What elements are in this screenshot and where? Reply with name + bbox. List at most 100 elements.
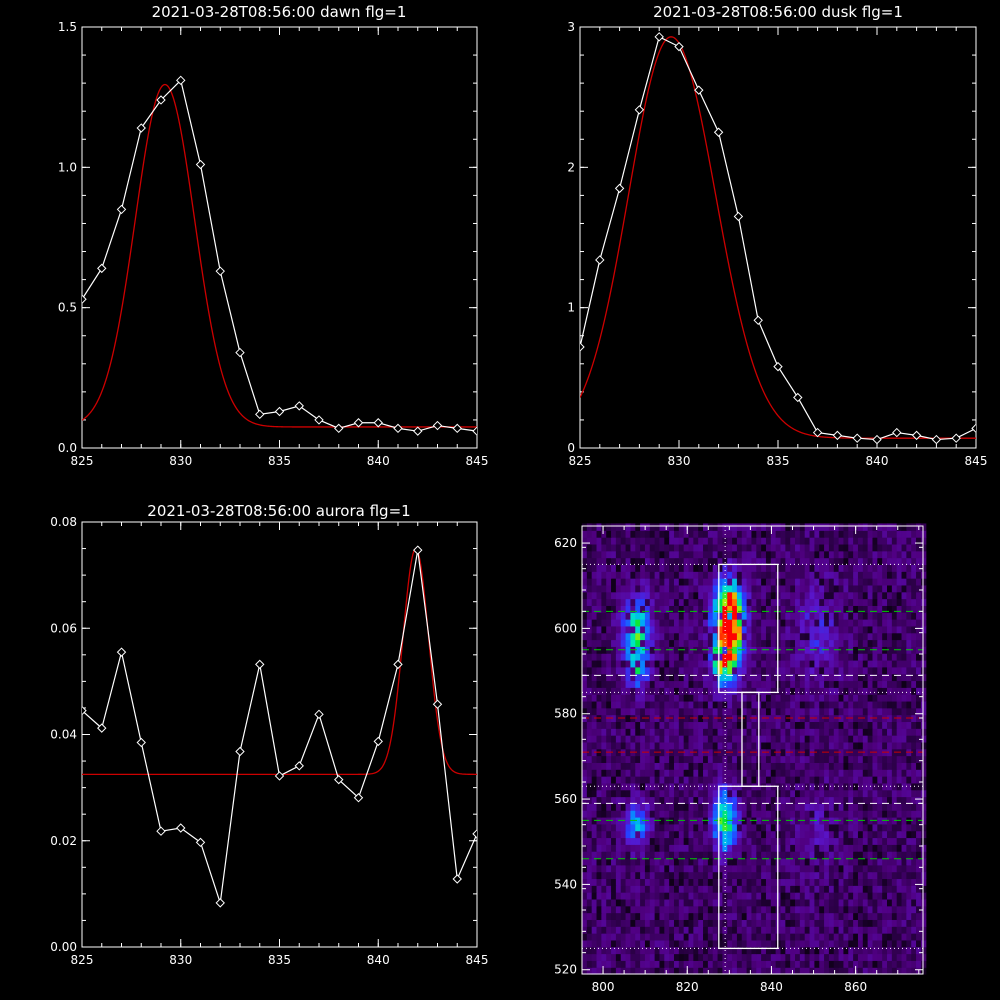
- heatmap-cell: [703, 885, 708, 892]
- heatmap-cell: [592, 926, 597, 933]
- heatmap-cell: [872, 599, 877, 606]
- heatmap-cell: [722, 585, 727, 592]
- heatmap-cell: [839, 762, 844, 769]
- heatmap-cell: [872, 926, 877, 933]
- heatmap-cell: [674, 899, 679, 906]
- heatmap-cell: [853, 735, 858, 742]
- heatmap-cell: [713, 906, 718, 913]
- heatmap-cell: [708, 551, 713, 558]
- heatmap-cell: [756, 865, 761, 872]
- heatmap-cell: [761, 906, 766, 913]
- heatmap-cell: [824, 728, 829, 735]
- heatmap-cell: [756, 619, 761, 626]
- heatmap-cell: [781, 831, 786, 838]
- heatmap-cell: [756, 933, 761, 940]
- heatmap-cell: [829, 708, 834, 715]
- heatmap-cell: [684, 735, 689, 742]
- heatmap-cell: [703, 571, 708, 578]
- heatmap-cell: [781, 646, 786, 653]
- heatmap-cell: [916, 851, 921, 858]
- heatmap-cell: [713, 783, 718, 790]
- heatmap-cell: [621, 783, 626, 790]
- heatmap-cell: [785, 674, 790, 681]
- heatmap-cell: [664, 810, 669, 817]
- heatmap-cell: [829, 585, 834, 592]
- heatmap-cell: [751, 639, 756, 646]
- heatmap-cell: [587, 633, 592, 640]
- heatmap-cell: [761, 680, 766, 687]
- heatmap-cell: [655, 776, 660, 783]
- heatmap-cell: [805, 810, 810, 817]
- heatmap-cell: [785, 592, 790, 599]
- heatmap-cell: [703, 728, 708, 735]
- heatmap-cell: [853, 544, 858, 551]
- heatmap-cell: [766, 551, 771, 558]
- heatmap-cell: [795, 851, 800, 858]
- heatmap-cell: [843, 721, 848, 728]
- heatmap-cell: [858, 865, 863, 872]
- heatmap-cell: [751, 913, 756, 920]
- heatmap-cell: [761, 578, 766, 585]
- heatmap-cell: [751, 776, 756, 783]
- heatmap-cell: [776, 530, 781, 537]
- heatmap-cell: [679, 960, 684, 967]
- heatmap-cell: [669, 933, 674, 940]
- heatmap-cell: [626, 926, 631, 933]
- heatmap-cell: [887, 844, 892, 851]
- heatmap-cell: [795, 674, 800, 681]
- heatmap-cell: [800, 674, 805, 681]
- heatmap-cell: [819, 954, 824, 961]
- heatmap-cell: [655, 837, 660, 844]
- heatmap-cell: [635, 769, 640, 776]
- heatmap-cell: [664, 837, 669, 844]
- heatmap-cell: [902, 790, 907, 797]
- heatmap-cell: [800, 558, 805, 565]
- heatmap-cell: [897, 762, 902, 769]
- heatmap-cell: [713, 837, 718, 844]
- heatmap-cell: [727, 906, 732, 913]
- heatmap-cell: [703, 721, 708, 728]
- heatmap-cell: [853, 803, 858, 810]
- heatmap-cell: [892, 831, 897, 838]
- heatmap-cell: [756, 585, 761, 592]
- heatmap-cell: [814, 947, 819, 954]
- heatmap-cell: [635, 544, 640, 551]
- heatmap-cell: [601, 585, 606, 592]
- heatmap-cell: [872, 680, 877, 687]
- heatmap-cell: [829, 947, 834, 954]
- heatmap-cell: [679, 783, 684, 790]
- heatmap-cell: [887, 913, 892, 920]
- heatmap-cell: [693, 844, 698, 851]
- heatmap-cell: [829, 599, 834, 606]
- heatmap-cell: [751, 537, 756, 544]
- heatmap-cell: [766, 544, 771, 551]
- heatmap-cell: [650, 878, 655, 885]
- heatmap-cell: [882, 919, 887, 926]
- heatmap-cell: [863, 919, 868, 926]
- heatmap-cell: [592, 790, 597, 797]
- heatmap-cell: [761, 599, 766, 606]
- heatmap-cell: [718, 756, 723, 763]
- heatmap-cell: [916, 872, 921, 879]
- heatmap-cell: [650, 599, 655, 606]
- heatmap-cell: [863, 633, 868, 640]
- heatmap-cell: [843, 865, 848, 872]
- heatmap-cell: [781, 537, 786, 544]
- heatmap-cell: [916, 571, 921, 578]
- heatmap-cell: [582, 674, 587, 681]
- heatmap-cell: [785, 537, 790, 544]
- heatmap-cell: [785, 844, 790, 851]
- heatmap-cell: [751, 680, 756, 687]
- heatmap-cell: [839, 844, 844, 851]
- heatmap-cell: [853, 906, 858, 913]
- heatmap-cell: [911, 885, 916, 892]
- heatmap-cell: [766, 660, 771, 667]
- heatmap-cell: [843, 906, 848, 913]
- heatmap-cell: [848, 872, 853, 879]
- heatmap-cell: [703, 756, 708, 763]
- heatmap-cell: [766, 619, 771, 626]
- heatmap-cell: [868, 571, 873, 578]
- heatmap-cell: [819, 687, 824, 694]
- heatmap-cell: [853, 605, 858, 612]
- heatmap-cell: [785, 824, 790, 831]
